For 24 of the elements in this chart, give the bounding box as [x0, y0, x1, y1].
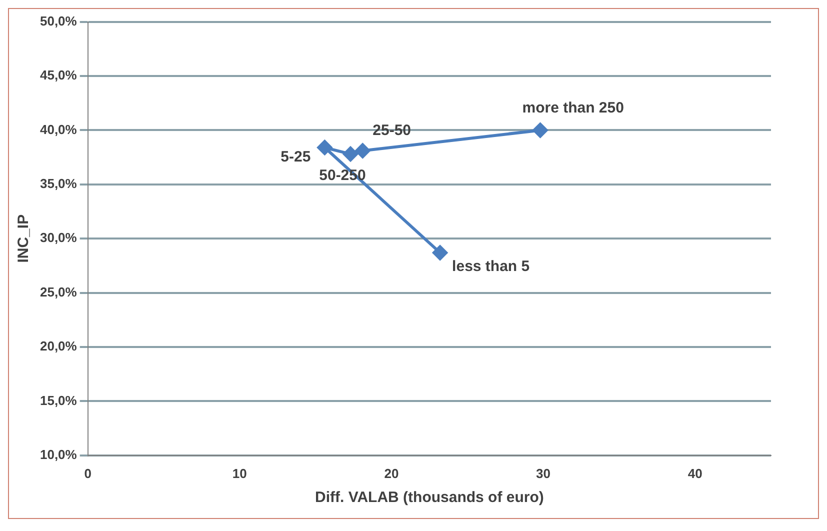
x-tick-label: 30 — [536, 466, 551, 481]
point — [342, 146, 358, 162]
annotation: 5-25 — [280, 148, 311, 166]
point — [317, 140, 332, 156]
y-tick-label: 15,0% — [40, 392, 78, 408]
point — [532, 122, 548, 138]
y-tick-label: 25,0% — [40, 284, 78, 300]
y-tick-label: 50,0% — [40, 13, 78, 28]
y-tick-label: 20,0% — [40, 338, 78, 354]
y-tick-label: 35,0% — [40, 176, 78, 191]
x-tick-label: 40 — [688, 466, 702, 481]
x-tick-label: 20 — [384, 466, 399, 481]
point — [355, 143, 370, 158]
point — [432, 245, 448, 260]
y-tick-label: 30,0% — [40, 230, 78, 246]
y-tick-label: 10,0% — [40, 446, 78, 462]
annotation: less than 5 — [452, 258, 530, 275]
y-axis-title: INC_IP — [15, 214, 32, 263]
x-tick-label: 0 — [84, 466, 92, 481]
x-tick-label: 10 — [232, 466, 247, 481]
annotation: more than 250 — [522, 99, 624, 116]
x-axis-title: Diff. VALAB (thousands of euro) — [314, 489, 544, 506]
y-tick-label: 45,0% — [40, 68, 78, 83]
y-tick-label: 40,0% — [40, 122, 78, 137]
